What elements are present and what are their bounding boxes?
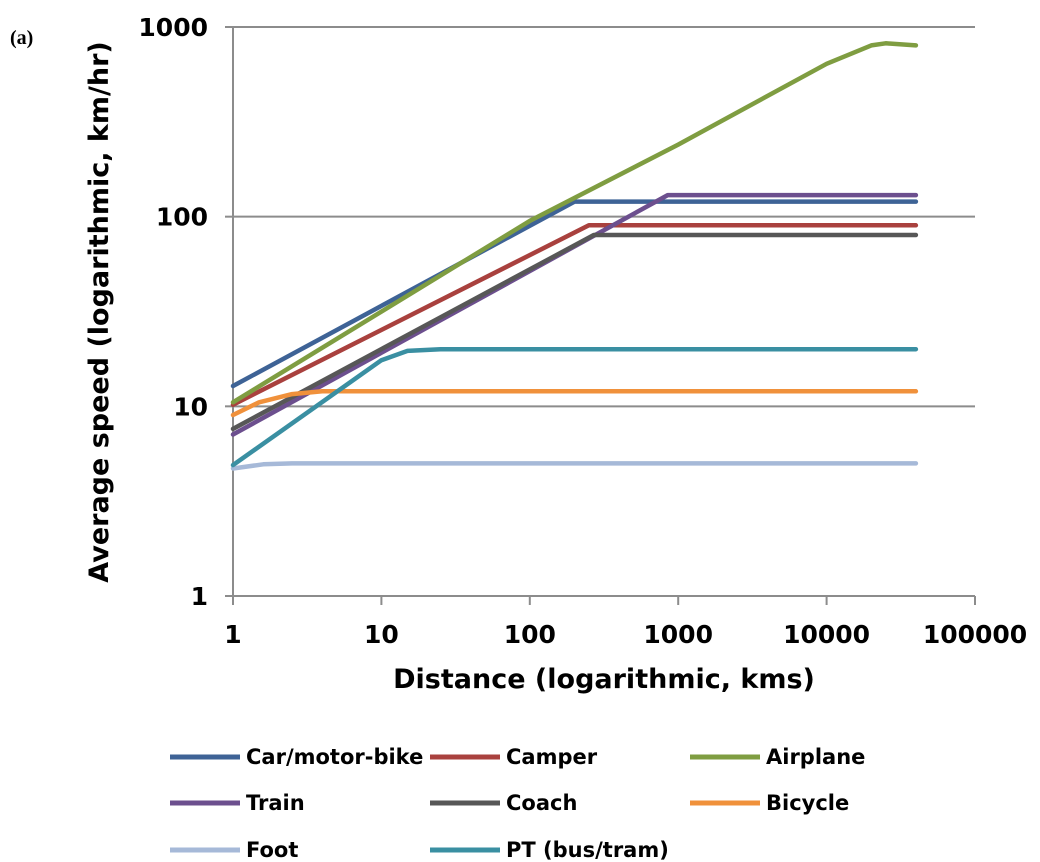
legend: Car/motor-bike Camper Airplane Train Coach Bi… [170, 745, 865, 862]
legend-label: Foot [246, 838, 298, 862]
x-tick-label: 1000 [643, 620, 713, 649]
legend-item-coach: Coach [430, 791, 577, 815]
x-tick-label: 10 [364, 620, 399, 649]
x-axis-title: Distance (logarithmic, kms) [393, 664, 815, 695]
x-tick-label: 100000 [923, 620, 1027, 649]
legend-item-car-motor-bike: Car/motor-bike [170, 745, 423, 769]
series-line-foot [233, 463, 916, 468]
legend-label: Camper [506, 745, 598, 769]
legend-label: Car/motor-bike [246, 745, 423, 769]
series-layer [233, 43, 916, 468]
y-tick-label: 1 [191, 582, 208, 611]
x-tick-label: 100 [504, 620, 556, 649]
legend-item-bicycle: Bicycle [690, 791, 849, 815]
legend-item-camper: Camper [430, 745, 598, 769]
legend-label: Airplane [766, 745, 865, 769]
tick-labels: 1 10 100 1000 1 10 100 1000 10000 100000 [138, 13, 1027, 649]
y-axis-title: Average speed (logarithmic, km/hr) [84, 41, 115, 582]
y-tick-label: 10 [173, 392, 208, 421]
legend-item-pt-bus-tram: PT (bus/tram) [430, 838, 669, 862]
panel-label: (a) [10, 27, 33, 49]
legend-item-foot: Foot [170, 838, 298, 862]
legend-label: PT (bus/tram) [506, 838, 669, 862]
x-tick-label: 1 [224, 620, 241, 649]
y-tick-label: 1000 [138, 13, 208, 42]
legend-item-airplane: Airplane [690, 745, 865, 769]
legend-label: Train [246, 791, 305, 815]
axes [225, 27, 975, 605]
legend-item-train: Train [170, 791, 305, 815]
x-tick-label: 10000 [783, 620, 870, 649]
legend-label: Coach [506, 791, 577, 815]
legend-label: Bicycle [766, 791, 849, 815]
series-line-car-motor-bike [233, 202, 916, 386]
y-tick-label: 100 [156, 203, 208, 232]
